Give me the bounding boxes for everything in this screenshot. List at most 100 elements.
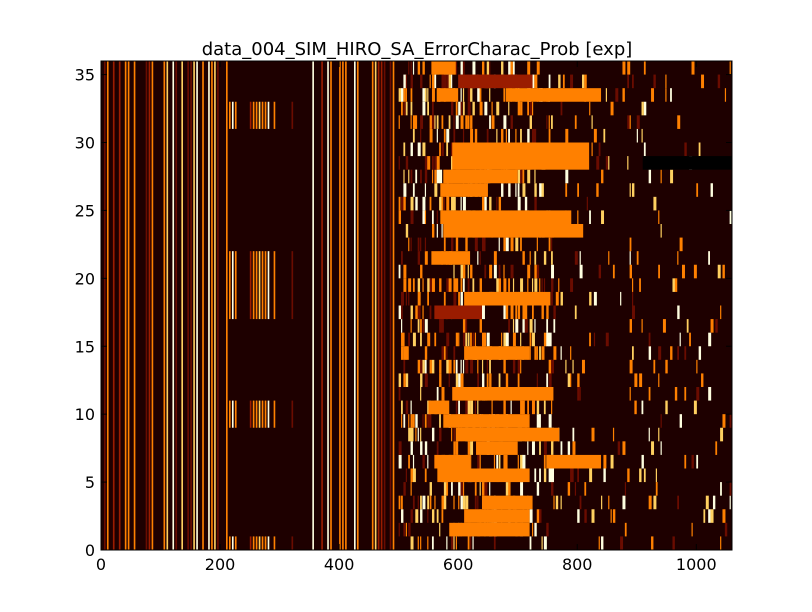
heatmap-cell <box>717 264 721 279</box>
heatmap-region <box>431 251 471 265</box>
heatmap-cell <box>493 454 496 469</box>
heatmap-cell <box>643 61 646 75</box>
heatmap-cell <box>546 373 549 387</box>
heatmap-cell <box>522 251 525 265</box>
heatmap-cell <box>453 196 456 211</box>
heatmap-cell <box>489 61 491 75</box>
heatmap-cell <box>398 88 402 102</box>
heatmap-cell <box>572 441 576 455</box>
heatmap-cell <box>398 441 402 455</box>
heatmap-cell <box>629 319 632 333</box>
heatmap-cell <box>629 264 632 279</box>
heatmap-cell <box>477 400 479 415</box>
heatmap-cell <box>534 196 537 211</box>
heatmap-cell <box>417 427 419 442</box>
heatmap-cell <box>470 454 472 469</box>
heatmap-cell <box>629 251 631 265</box>
heatmap-cell <box>484 237 486 252</box>
heatmap-cell <box>436 210 438 224</box>
heatmap-cell <box>420 332 422 347</box>
heatmap-cell <box>648 332 651 347</box>
heatmap-cell <box>477 251 479 265</box>
heatmap-cell <box>522 319 525 333</box>
heatmap-cell <box>417 61 421 75</box>
heatmap-cell <box>548 373 552 387</box>
heatmap-cell <box>610 509 612 523</box>
heatmap-cell <box>451 101 454 116</box>
heatmap-cell <box>560 441 563 455</box>
x-tick-label: 1000 <box>676 555 717 574</box>
heatmap-cell <box>479 278 482 292</box>
heatmap-region <box>437 468 530 483</box>
heatmap-cell <box>460 101 463 116</box>
heatmap-cell <box>560 101 563 116</box>
heatmap-cell <box>398 495 401 510</box>
heatmap-cell <box>648 427 650 442</box>
heatmap-cell <box>431 278 435 292</box>
heatmap-region <box>452 387 554 401</box>
heatmap-cell <box>653 196 657 211</box>
heatmap-cell <box>202 61 204 550</box>
heatmap-cell <box>441 509 444 523</box>
heatmap-cell <box>472 101 475 116</box>
heatmap-cell <box>410 115 412 129</box>
heatmap-cell <box>493 536 496 550</box>
heatmap-cell <box>460 115 464 129</box>
heatmap-cell <box>163 61 166 550</box>
heatmap-cell <box>648 495 652 510</box>
heatmap-cell <box>410 427 414 442</box>
heatmap-cell <box>546 319 549 333</box>
heatmap-cell <box>527 400 530 415</box>
heatmap-cell <box>436 128 438 143</box>
heatmap-cell <box>551 291 553 306</box>
heatmap-cell <box>417 278 421 292</box>
heatmap-cell <box>410 169 413 184</box>
heatmap-cell <box>484 264 487 279</box>
heatmap-cell <box>481 332 485 347</box>
heatmap-cell <box>365 61 368 550</box>
heatmap-cell <box>234 61 237 550</box>
heatmap-cell <box>106 61 109 550</box>
heatmap-cell <box>662 319 666 333</box>
heatmap-cell <box>434 74 437 89</box>
heatmap-cell <box>420 427 422 442</box>
heatmap-cell <box>708 387 712 401</box>
heatmap-cell <box>555 495 559 510</box>
heatmap-cell <box>403 142 406 157</box>
heatmap-region <box>228 61 295 102</box>
heatmap-cell <box>577 183 580 197</box>
heatmap-cell <box>477 88 481 102</box>
heatmap-cell <box>401 346 404 360</box>
heatmap-cell <box>420 536 422 550</box>
heatmap-cell <box>401 88 404 102</box>
heatmap-cell <box>496 196 498 211</box>
heatmap-cell <box>460 278 463 292</box>
heatmap-cell <box>543 454 546 469</box>
heatmap-cell <box>658 210 660 224</box>
heatmap-cell <box>658 373 660 387</box>
heatmap-cell <box>415 169 418 184</box>
heatmap-cell <box>467 278 470 292</box>
heatmap-cell <box>420 264 423 279</box>
y-tick-label: 30 <box>75 134 95 153</box>
heatmap-cell <box>398 373 402 387</box>
heatmap-cell <box>722 509 726 523</box>
heatmap-cell <box>424 183 427 197</box>
heatmap-cell <box>508 61 511 75</box>
heatmap-cell <box>412 128 415 143</box>
heatmap-cell <box>624 522 627 537</box>
heatmap-cell <box>570 373 572 387</box>
heatmap-cell <box>420 495 422 510</box>
heatmap-cell <box>403 359 406 374</box>
heatmap-cell <box>539 468 541 483</box>
heatmap-cell <box>439 196 442 211</box>
heatmap-cell <box>398 156 400 170</box>
heatmap-cell <box>562 74 565 89</box>
heatmap-cell <box>434 332 437 347</box>
heatmap-cell <box>631 305 635 320</box>
heatmap-region <box>434 454 471 469</box>
heatmap-cell <box>520 332 522 347</box>
heatmap-cell <box>443 495 447 510</box>
heatmap-cell <box>470 400 474 415</box>
heatmap-cell <box>517 196 521 211</box>
